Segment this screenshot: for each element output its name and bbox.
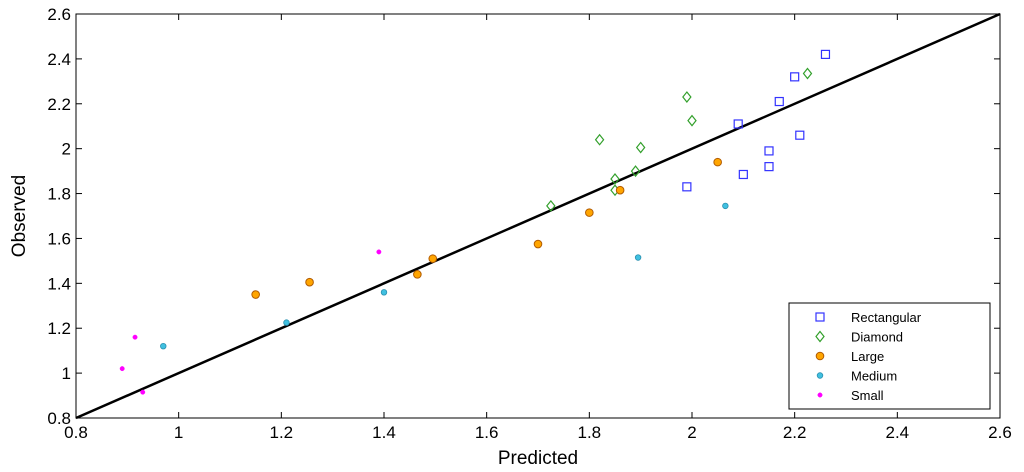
data-point-medium — [283, 319, 290, 326]
series-large — [251, 157, 722, 299]
legend-label-small: Small — [851, 388, 884, 403]
data-point-diamond — [682, 91, 692, 104]
x-axis-label: Predicted — [498, 448, 578, 469]
y-tick-label: 1.4 — [47, 274, 71, 293]
x-tick-label: 2 — [687, 423, 696, 442]
data-point-medium — [722, 202, 729, 210]
data-point-medium — [634, 254, 642, 261]
y-tick-label: 1.8 — [47, 185, 71, 204]
legend-marker-diamond — [815, 330, 825, 343]
x-tick-label: 1.6 — [475, 423, 499, 442]
data-point-rectangular — [764, 162, 774, 172]
y-tick-label: 2.6 — [47, 5, 71, 24]
y-tick-label: 0.8 — [47, 409, 71, 428]
x-tick-label: 1 — [174, 423, 183, 442]
data-point-diamond — [594, 133, 605, 146]
series-small — [119, 249, 382, 395]
data-point-diamond — [687, 114, 697, 127]
data-point-large — [585, 208, 594, 217]
data-point-diamond — [610, 173, 620, 185]
data-point-rectangular — [795, 130, 805, 140]
series-medium — [160, 202, 729, 350]
data-point-rectangular — [738, 169, 748, 180]
y-tick-label: 2 — [62, 140, 71, 159]
x-tick-label: 1.8 — [578, 423, 602, 442]
data-point-large — [305, 277, 314, 287]
series-rectangular — [682, 49, 831, 192]
x-tick-label: 0.8 — [64, 423, 88, 442]
data-point-medium — [160, 342, 167, 350]
legend-label-diamond: Diamond — [851, 330, 903, 345]
x-tick-label: 1.4 — [372, 423, 396, 442]
legend-label-large: Large — [851, 349, 884, 364]
legend: Rectangular Diamond Large Medium Small — [788, 302, 991, 410]
y-tick-label: 1 — [62, 364, 71, 383]
data-point-medium — [380, 289, 388, 296]
data-point-small — [140, 389, 146, 395]
identity-line — [75, 12, 1001, 420]
x-tick-label: 2.2 — [783, 423, 807, 442]
data-point-large — [533, 239, 543, 249]
legend-label-medium: Medium — [851, 369, 897, 384]
data-point-diamond — [630, 165, 641, 178]
y-tick-label: 1.2 — [47, 319, 71, 338]
data-point-large — [615, 185, 625, 195]
data-point-small — [132, 334, 138, 340]
data-point-large — [428, 254, 438, 263]
legend-label-rectangular: Rectangular — [851, 310, 922, 325]
y-tick-label: 1.6 — [47, 229, 71, 248]
legend-marker-medium — [816, 372, 824, 379]
reference-line-layer — [75, 12, 1001, 420]
y-axis-label: Observed — [9, 175, 30, 257]
data-point-small — [119, 366, 125, 372]
x-tick-label: 1.2 — [270, 423, 294, 442]
y-axis: 0.8 1 1.2 1.4 1.6 1.8 2 2.2 2.4 2.6 — [47, 5, 1000, 428]
data-point-diamond — [635, 141, 646, 154]
x-tick-label: 2.4 — [886, 423, 910, 442]
x-tick-label: 2.6 — [988, 423, 1012, 442]
data-point-rectangular — [774, 96, 784, 107]
data-point-rectangular — [790, 72, 800, 82]
legend-marker-large — [815, 351, 825, 361]
data-point-diamond — [546, 199, 556, 212]
data-point-rectangular — [764, 146, 774, 156]
x-axis: 0.8 1 1.2 1.4 1.6 1.8 2 2.2 2.4 2.6 — [64, 14, 1012, 442]
data-points-layer — [119, 49, 831, 395]
data-point-large — [251, 290, 260, 299]
data-point-small — [376, 249, 382, 255]
data-point-large — [713, 157, 722, 167]
data-point-rectangular — [820, 49, 831, 60]
legend-marker-rectangular — [815, 312, 825, 322]
legend-entries: Rectangular Diamond Large Medium Small — [815, 310, 922, 403]
data-point-large — [413, 270, 422, 279]
legend-marker-small — [817, 392, 823, 398]
y-tick-label: 2.4 — [47, 50, 71, 69]
data-point-rectangular — [733, 119, 743, 129]
data-point-diamond — [802, 67, 813, 80]
data-point-rectangular — [682, 182, 692, 192]
y-tick-label: 2.2 — [47, 95, 71, 114]
